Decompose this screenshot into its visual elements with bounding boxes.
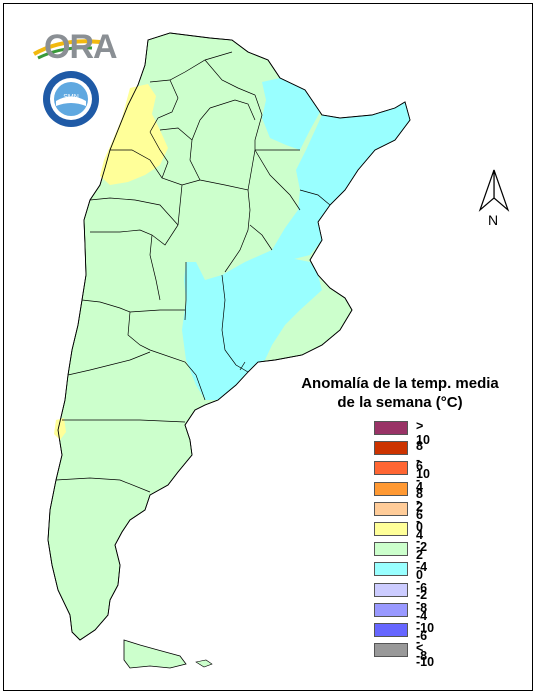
legend-swatch bbox=[374, 521, 408, 536]
seal-center-text: SMN bbox=[63, 94, 79, 101]
legend-swatch bbox=[374, 643, 408, 658]
legend-label: -2 - 0 bbox=[416, 540, 428, 583]
mainland-outline bbox=[47, 32, 411, 641]
map-frame bbox=[3, 3, 533, 691]
province-borders bbox=[55, 51, 331, 493]
legend-label: -10 - -8 bbox=[416, 620, 435, 663]
cool-anomaly-northeast bbox=[272, 102, 410, 260]
legend-label: 6 - 8 bbox=[416, 459, 423, 502]
legend-swatch bbox=[374, 461, 408, 476]
legend-swatch bbox=[374, 481, 408, 496]
legend-label: -4 - -2 bbox=[416, 560, 428, 603]
legend-label: 2 - 4 bbox=[416, 499, 423, 542]
legend-label: < -10 bbox=[416, 641, 435, 670]
legend-title-line1: Anomalía de la temp. media bbox=[301, 375, 499, 392]
warm-anomaly-west bbox=[54, 418, 66, 440]
small-island bbox=[195, 659, 213, 668]
legend-label: 0 - 2 bbox=[416, 519, 423, 562]
smn-seal-icon: SMN bbox=[43, 71, 99, 127]
legend-title: Anomalía de la temp. media de la semana … bbox=[290, 374, 510, 412]
north-arrow-icon bbox=[478, 169, 510, 212]
legend-swatch bbox=[374, 542, 408, 557]
legend-title-line2: de la semana (°C) bbox=[337, 394, 463, 411]
legend-swatch bbox=[374, 441, 408, 456]
legend-swatch bbox=[374, 562, 408, 577]
north-label: N bbox=[488, 212, 499, 228]
legend-swatch bbox=[374, 622, 408, 637]
legend-label: 8 - 10 bbox=[416, 439, 430, 482]
legend-swatch bbox=[374, 501, 408, 516]
legend-swatch bbox=[374, 602, 408, 617]
legend-swatch bbox=[374, 421, 408, 435]
logo-text: ORA bbox=[44, 28, 118, 66]
legend-label: -6 - -4 bbox=[416, 580, 428, 623]
legend-label: > 10 bbox=[416, 419, 430, 447]
cool-anomaly-north bbox=[262, 78, 320, 150]
legend-swatch bbox=[374, 582, 408, 597]
legend-label: 4 - 6 bbox=[416, 479, 423, 522]
warm-anomaly-northwest bbox=[100, 84, 168, 185]
tierra-del-fuego-land bbox=[123, 639, 187, 669]
cool-anomaly-center bbox=[182, 250, 322, 400]
legend-label: -8 - -6 bbox=[416, 600, 428, 643]
logo-swoosh-icon bbox=[33, 39, 101, 60]
